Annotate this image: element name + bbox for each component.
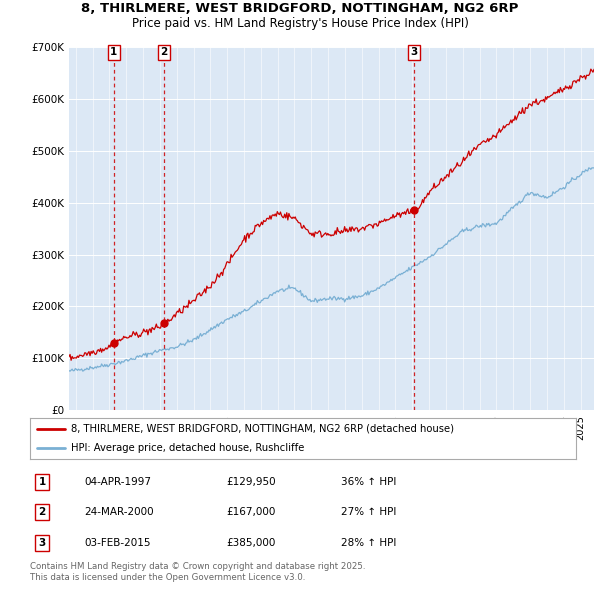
- Text: 2: 2: [38, 507, 46, 517]
- Text: 8, THIRLMERE, WEST BRIDGFORD, NOTTINGHAM, NG2 6RP (detached house): 8, THIRLMERE, WEST BRIDGFORD, NOTTINGHAM…: [71, 424, 454, 434]
- Text: 1: 1: [110, 47, 118, 57]
- Text: 27% ↑ HPI: 27% ↑ HPI: [341, 507, 397, 517]
- Text: HPI: Average price, detached house, Rushcliffe: HPI: Average price, detached house, Rush…: [71, 443, 304, 453]
- Text: 04-APR-1997: 04-APR-1997: [85, 477, 152, 487]
- Text: 03-FEB-2015: 03-FEB-2015: [85, 538, 151, 548]
- Text: 2: 2: [160, 47, 167, 57]
- Text: 24-MAR-2000: 24-MAR-2000: [85, 507, 154, 517]
- Text: 3: 3: [38, 538, 46, 548]
- Text: 1: 1: [38, 477, 46, 487]
- Text: £385,000: £385,000: [227, 538, 276, 548]
- Text: Contains HM Land Registry data © Crown copyright and database right 2025.
This d: Contains HM Land Registry data © Crown c…: [30, 562, 365, 582]
- Text: 8, THIRLMERE, WEST BRIDGFORD, NOTTINGHAM, NG2 6RP: 8, THIRLMERE, WEST BRIDGFORD, NOTTINGHAM…: [82, 2, 518, 15]
- Text: 36% ↑ HPI: 36% ↑ HPI: [341, 477, 397, 487]
- Text: 3: 3: [410, 47, 418, 57]
- Text: 28% ↑ HPI: 28% ↑ HPI: [341, 538, 397, 548]
- Text: Price paid vs. HM Land Registry's House Price Index (HPI): Price paid vs. HM Land Registry's House …: [131, 17, 469, 30]
- Text: £129,950: £129,950: [227, 477, 276, 487]
- Text: £167,000: £167,000: [227, 507, 276, 517]
